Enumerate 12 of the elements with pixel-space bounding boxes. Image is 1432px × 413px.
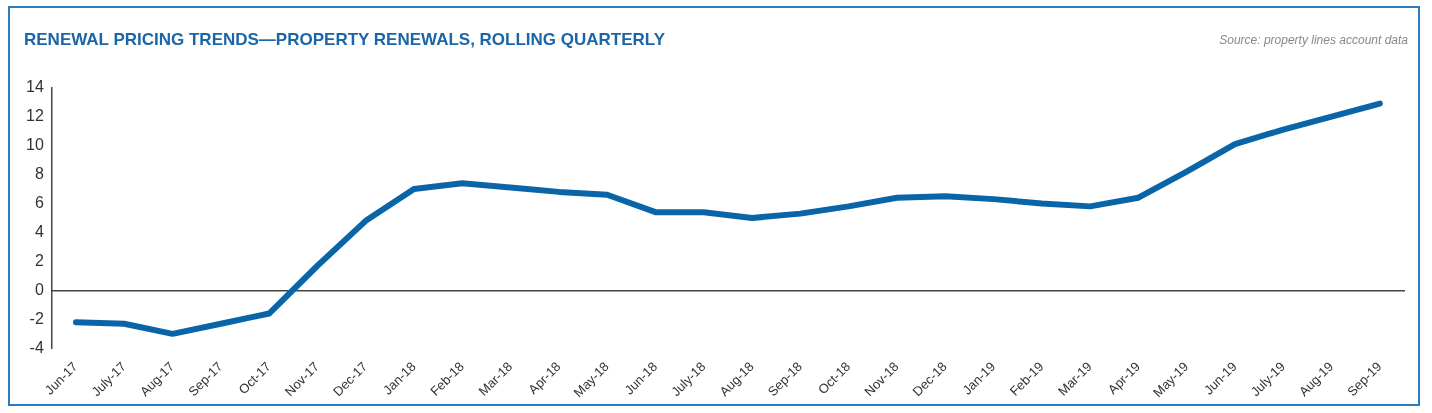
- y-tick-label: 10: [26, 135, 44, 153]
- source-note: Source: property lines account data: [1219, 33, 1408, 47]
- y-tick-label: 2: [34, 251, 44, 269]
- y-tick-label: 0: [34, 280, 44, 298]
- y-tick-label: 6: [34, 193, 44, 211]
- y-tick-label: 12: [26, 106, 44, 124]
- chart-title: RENEWAL PRICING TRENDS—PROPERTY RENEWALS, ROLLING QUARTERLY: [24, 30, 666, 50]
- y-tick-label: 8: [34, 164, 44, 182]
- y-tick-label: -2: [29, 309, 44, 327]
- y-tick-label: -4: [29, 338, 44, 356]
- y-tick-label: 14: [26, 78, 44, 96]
- y-tick-label: 4: [34, 222, 44, 240]
